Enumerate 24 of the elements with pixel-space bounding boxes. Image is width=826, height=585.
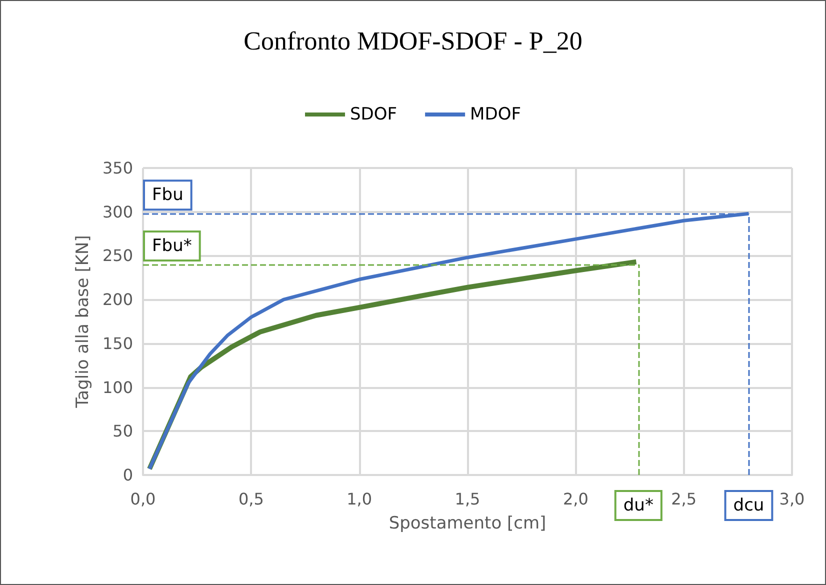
x-tick-label: 3,0 <box>779 490 805 508</box>
y-axis-title: Taglio alla base [KN] <box>73 235 94 409</box>
ref-line-label: Fbu <box>152 185 184 206</box>
chart-title: Confronto MDOF-SDOF - P_20 <box>244 26 582 56</box>
ref-line-label: du* <box>623 496 654 516</box>
x-tick-label: 2,5 <box>671 490 697 508</box>
y-tick-label: 200 <box>102 290 133 310</box>
x-tick-label: 0,5 <box>238 490 264 508</box>
y-tick-label: 50 <box>112 422 133 441</box>
legend-label: SDOF <box>350 104 398 124</box>
ref-line-label: Fbu* <box>152 236 192 256</box>
x-tick-label: 2,0 <box>562 490 588 508</box>
legend-label: MDOF <box>470 104 521 124</box>
ref-line-label: dcu <box>733 496 764 516</box>
y-tick-label: 150 <box>102 334 133 353</box>
y-tick-label: 300 <box>102 202 133 222</box>
y-tick-label: 350 <box>102 158 133 178</box>
x-axis-title: Spostamento [cm] <box>388 514 546 534</box>
y-tick-label: 0 <box>122 466 133 484</box>
y-tick-label: 250 <box>102 246 133 266</box>
x-tick-label: 1,0 <box>346 490 372 508</box>
x-tick-label: 1,5 <box>454 490 480 508</box>
y-tick-label: 100 <box>102 378 133 397</box>
x-tick-label: 0,0 <box>130 490 156 508</box>
